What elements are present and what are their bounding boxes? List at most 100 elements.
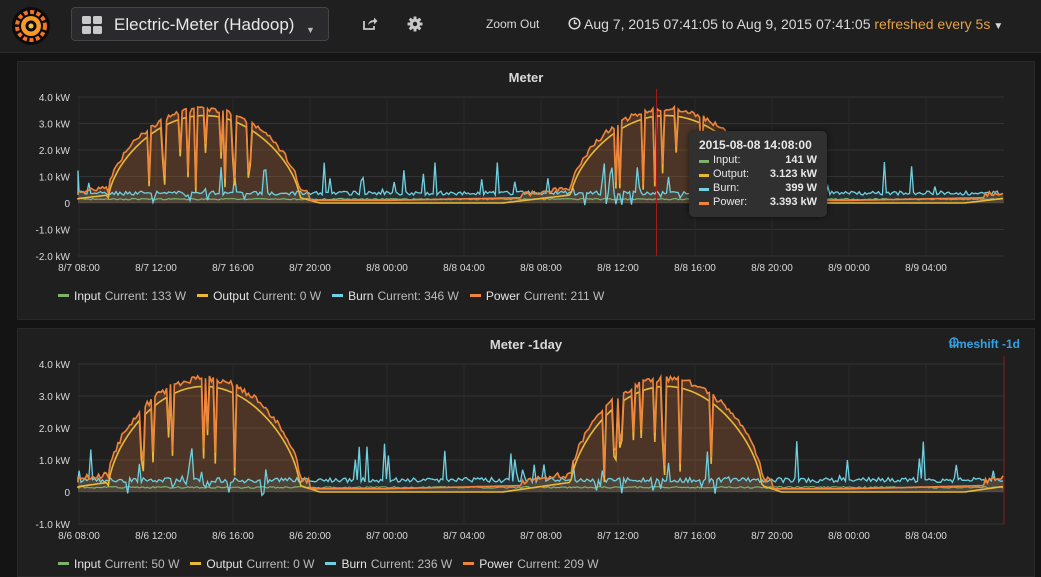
x-tick-label: 8/9 04:00 <box>905 263 947 274</box>
y-tick-label: 2.0 kW <box>39 424 71 435</box>
y-tick-label: -1.0 kW <box>36 520 71 531</box>
x-tick-label: 8/6 20:00 <box>289 531 331 542</box>
tooltip-row-burn: Burn: 399 W <box>699 182 817 196</box>
y-tick-label: 3.0 kW <box>39 392 71 403</box>
legend-swatch <box>325 562 337 566</box>
legend-series-name: Burn <box>348 289 374 303</box>
graph-legend: Input Current: 50 W Output Current: 0 W Burn… <box>58 557 610 571</box>
legend-swatch <box>463 562 475 566</box>
y-tick-label: -1.0 kW <box>36 226 71 237</box>
legend-current-value: Current: 209 W <box>517 557 599 571</box>
x-tick-label: 8/6 12:00 <box>135 531 177 542</box>
timeshift-label: timeshift -1d <box>948 337 1020 351</box>
legend-series-name: Burn <box>341 557 367 571</box>
x-tick-label: 8/8 12:00 <box>597 263 639 274</box>
legend-current-value: Current: 133 W <box>104 289 187 303</box>
time-range-picker[interactable]: Aug 7, 2015 07:41:05 to Aug 9, 2015 07:4… <box>568 16 1003 32</box>
series-output-line <box>77 114 1004 204</box>
x-tick-label: 8/8 00:00 <box>828 531 870 542</box>
x-tick-label: 8/8 04:00 <box>905 531 947 542</box>
series-output-line <box>77 385 1004 493</box>
grafana-logo[interactable] <box>12 7 50 45</box>
y-tick-label: 0 <box>64 488 70 499</box>
legend-series-name: Input <box>74 289 101 303</box>
x-tick-label: 8/7 20:00 <box>751 531 793 542</box>
y-tick-label: -2.0 kW <box>36 252 71 263</box>
meter-1day-panel: Meter -1day timeshift -1d 4.0 kW 3.0 kW 2.… <box>17 328 1035 577</box>
legend-series-name: Power <box>479 557 514 571</box>
legend-swatch <box>190 562 202 566</box>
chevron-down-icon: ▼ <box>306 25 315 35</box>
y-tick-label: 0 <box>64 199 70 210</box>
tooltip-row-power: Power: 3.393 kW <box>699 196 817 210</box>
legend-current-value: Current: 211 W <box>523 289 605 303</box>
legend-item-input[interactable]: Input Current: 50 W <box>58 557 179 571</box>
legend-item-power[interactable]: Power Current: 209 W <box>463 557 599 571</box>
dashboard-title: Electric-Meter (Hadoop) <box>114 15 295 34</box>
x-tick-label: 8/8 04:00 <box>443 263 485 274</box>
legend-current-value: Current: 236 W <box>370 557 453 571</box>
legend-series-name: Input <box>74 557 101 571</box>
meter-graph[interactable]: 4.0 kW3.0 kW2.0 kW1.0 kW0-1.0 kW-2.0 kW8… <box>18 84 1036 304</box>
legend-series-name: Output <box>206 557 243 571</box>
y-tick-label: 4.0 kW <box>39 360 71 371</box>
x-tick-label: 8/7 12:00 <box>135 263 177 274</box>
x-tick-label: 8/8 16:00 <box>674 263 716 274</box>
share-icon[interactable] <box>362 16 378 31</box>
series-burn-line <box>77 441 1004 497</box>
tooltip-time: 2015-08-08 14:08:00 <box>699 138 812 152</box>
top-navbar: Electric-Meter (Hadoop) ▼ Zoom Out Aug 7… <box>0 0 1041 53</box>
panel-title[interactable]: Meter -1day <box>489 337 563 352</box>
legend-item-burn[interactable]: Burn Current: 236 W <box>325 557 452 571</box>
gear-icon[interactable] <box>407 16 423 32</box>
series-power-line <box>77 373 1004 490</box>
dashboard-picker-button[interactable]: Electric-Meter (Hadoop) ▼ <box>71 7 329 41</box>
dashboard-grid-icon <box>82 16 102 34</box>
x-tick-label: 8/7 20:00 <box>289 263 331 274</box>
y-tick-label: 1.0 kW <box>39 173 71 184</box>
tooltip-row-input: Input: 141 W <box>699 154 817 168</box>
x-tick-label: 8/7 12:00 <box>597 531 639 542</box>
caret-down-icon: ▼ <box>993 21 1004 32</box>
meter-panel: Meter 4.0 kW 3.0 kW 2.0 kW 1.0 kW 0 -1.0 kW -2… <box>17 61 1035 320</box>
x-tick-label: 8/7 16:00 <box>674 531 716 542</box>
meter-1day-graph[interactable]: 4.0 kW 3.0 kW 2.0 kW 1.0 kW 0 -1.0 kW8/6 08:0… <box>18 351 1036 561</box>
x-tick-label: 8/8 20:00 <box>751 263 793 274</box>
graph-tooltip: 2015-08-08 14:08:00 Input: 141 W Output: 3… <box>689 131 827 217</box>
x-tick-label: 8/8 08:00 <box>520 263 562 274</box>
graph-legend: Input Current: 133 W Output Current: 0 W Bur… <box>58 289 615 303</box>
legend-current-value: Current: 346 W <box>377 289 459 303</box>
legend-series-name: Output <box>213 289 250 303</box>
legend-item-burn[interactable]: Burn Current: 346 W <box>332 289 459 303</box>
panel-title[interactable]: Meter <box>508 70 544 85</box>
legend-item-output[interactable]: Output Current: 0 W <box>197 289 321 303</box>
x-tick-label: 8/7 16:00 <box>212 263 254 274</box>
legend-current-value: Current: 50 W <box>104 557 180 571</box>
legend-swatch <box>332 294 344 298</box>
x-tick-label: 8/8 00:00 <box>366 263 408 274</box>
tooltip-row-output: Output: 3.123 kW <box>699 168 817 182</box>
legend-current-value: Current: 0 W <box>246 557 315 571</box>
series-power-line <box>77 104 1004 202</box>
x-tick-label: 8/7 04:00 <box>443 531 485 542</box>
x-tick-label: 8/6 16:00 <box>212 531 254 542</box>
x-tick-label: 8/7 00:00 <box>366 531 408 542</box>
legend-swatch <box>58 294 69 298</box>
timeshift-info: timeshift -1d <box>949 337 1020 351</box>
legend-current-value: Current: 0 W <box>253 289 322 303</box>
legend-item-input[interactable]: Input Current: 133 W <box>58 289 186 303</box>
clock-icon <box>948 337 959 347</box>
y-tick-label: 4.0 kW <box>39 93 71 104</box>
legend-item-power[interactable]: Power Current: 211 W <box>469 289 605 303</box>
y-tick-label: 1.0 kW <box>39 456 71 467</box>
power-area <box>78 106 1004 203</box>
series-burn-line <box>77 162 1003 206</box>
legend-item-output[interactable]: Output Current: 0 W <box>190 557 314 571</box>
legend-series-name: Power <box>485 289 520 303</box>
x-tick-label: 8/7 08:00 <box>58 263 100 274</box>
y-tick-label: 2.0 kW <box>39 146 71 157</box>
x-tick-label: 8/6 08:00 <box>58 531 100 542</box>
x-tick-label: 8/7 08:00 <box>520 531 562 542</box>
zoom-out-button[interactable]: Zoom Out <box>486 17 540 31</box>
clock-icon <box>568 17 581 30</box>
